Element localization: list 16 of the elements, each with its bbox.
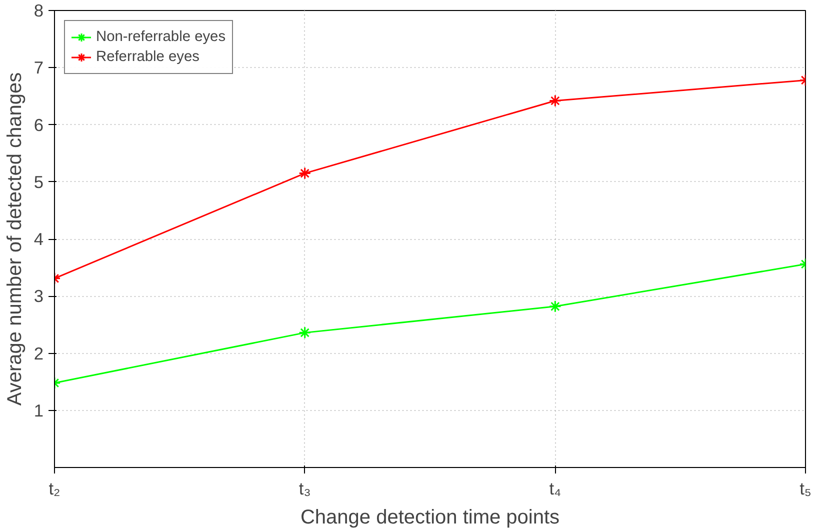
legend-label: Non-referrable eyes	[96, 29, 226, 45]
y-tick-label: 1	[34, 400, 44, 420]
y-tick-label: 7	[34, 58, 44, 78]
y-tick-label: 3	[34, 286, 44, 306]
y-tick-label: 6	[34, 114, 44, 135]
x-tick-label: t₄	[549, 478, 562, 498]
x-tick-label: t₂	[48, 478, 60, 498]
y-tick-label: 5	[34, 172, 44, 192]
y-axis-title: Average number of detected changes	[4, 72, 26, 406]
legend-label: Referrable eyes	[96, 49, 200, 65]
y-tick-label: 4	[34, 229, 44, 249]
x-tick-label: t₅	[800, 478, 812, 498]
y-tick-label: 8	[34, 0, 44, 20]
y-tick-label: 2	[34, 343, 44, 364]
x-tick-label: t₃	[298, 478, 311, 498]
x-axis-title: Change detection time points	[300, 506, 560, 528]
